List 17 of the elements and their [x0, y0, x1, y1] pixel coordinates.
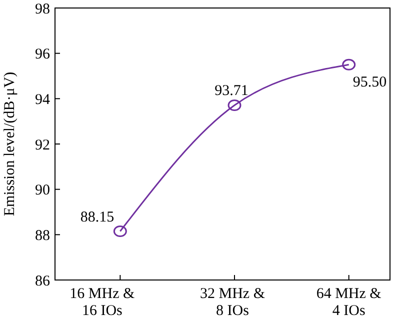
y-tick-label: 96 [35, 46, 50, 63]
y-tick-label: 86 [35, 273, 50, 290]
y-tick-label: 92 [35, 137, 50, 154]
point [342, 58, 356, 70]
data-label: 95.50 [352, 74, 387, 91]
x-tick-label: 64 MHz & 4 IOs [316, 286, 382, 319]
point [228, 99, 242, 111]
y-axis-title: Emission level/(dB·μV) [2, 72, 18, 216]
data-label: 93.71 [214, 83, 248, 100]
y-tick-label: 98 [35, 1, 50, 18]
y-tick-label: 94 [35, 92, 50, 108]
x-tick-label: 16 MHz & 16 IOs [70, 286, 135, 319]
point [113, 226, 127, 238]
data-label: 88.15 [80, 209, 114, 226]
y-tick-label: 90 [35, 182, 50, 199]
x-tick-label: 32 MHz & 8 IOs [200, 286, 266, 319]
y-tick-label: 88 [35, 228, 50, 244]
